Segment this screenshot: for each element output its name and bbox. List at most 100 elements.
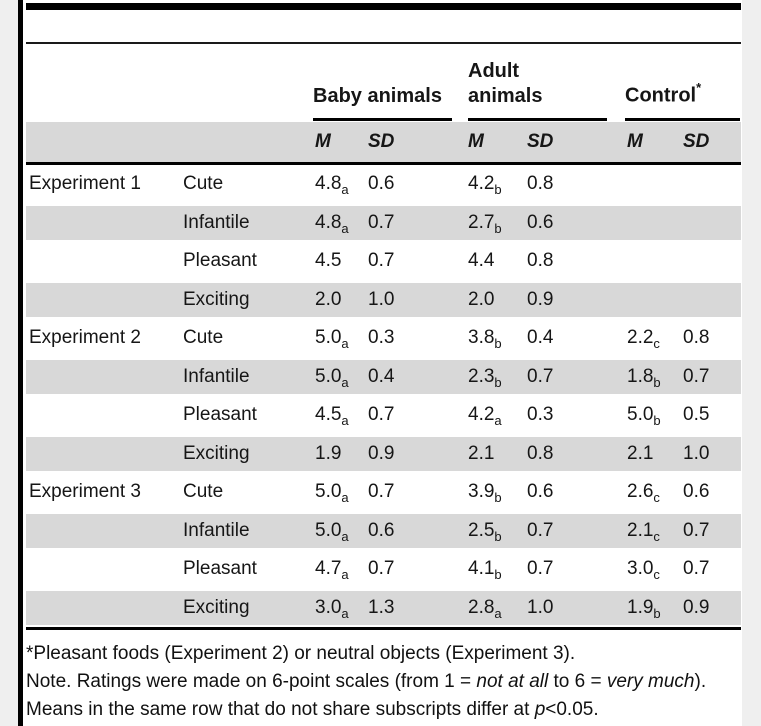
baby-mean: 3.0a (315, 596, 368, 621)
group-label: Control* (625, 77, 701, 109)
table-row: Experiment 3 Cute 5.0a 0.7 3.9b 0.6 2.6c… (26, 473, 741, 512)
mean-value: 1.9 (315, 442, 342, 464)
baby-mean-header: M (315, 131, 331, 152)
adult-sd: 0.8 (527, 173, 554, 195)
adult-sd: 0.7 (527, 519, 554, 541)
control-sd: 0.7 (683, 519, 710, 541)
table-row: Exciting 3.0a 1.3 2.8a 1.0 1.9b 0.9 (26, 588, 741, 627)
mean-value: 2.6 (627, 481, 654, 503)
adult-sd: 0.3 (527, 404, 554, 426)
category-label: Infantile (183, 211, 250, 233)
control-mean: 2.6c (627, 481, 683, 504)
adult-mean-header: M (468, 131, 484, 152)
mean-value: 4.2 (468, 173, 495, 195)
mean-value: 4.7 (315, 558, 342, 580)
mean-value: 4.5 (315, 250, 342, 272)
adult-mean: 3.8b (468, 327, 527, 350)
mean-value: 2.0 (315, 288, 342, 310)
sig-text: Means in the same row that do not share … (26, 699, 535, 720)
baby-sd: 0.4 (368, 365, 395, 387)
control-sd: 0.7 (683, 365, 710, 387)
group-header-spacer (26, 44, 313, 121)
baby-sd-header: SD (368, 131, 395, 152)
baby-mean: 5.0a (315, 327, 368, 350)
note-text: ). (694, 671, 707, 692)
adult-sd: 0.7 (527, 558, 554, 580)
adult-mean: 2.7b (468, 211, 527, 235)
mean-value: 2.5 (468, 519, 495, 541)
table-row: Pleasant 4.5a 0.7 4.2a 0.3 5.0b 0.5 (26, 396, 741, 435)
mean-subscript: a (494, 413, 502, 429)
adult-mean: 4.1b (468, 558, 527, 581)
category-label: Exciting (183, 596, 250, 618)
mean-value: 2.0 (468, 288, 495, 310)
control-mean: 2.2c (627, 327, 683, 350)
mean-subscript: a (341, 567, 349, 583)
mean-value: 2.2 (627, 327, 654, 349)
group-header-adult-animals: Adult animals (468, 44, 607, 121)
table-row: Infantile 4.8a 0.7 2.7b 0.6 (26, 203, 741, 242)
group-header-control: Control* (625, 44, 740, 121)
mean-value: 3.0 (627, 558, 654, 580)
mean-value: 4.5 (315, 404, 342, 426)
adult-sd: 0.4 (527, 327, 554, 349)
mean-subscript: a (341, 182, 349, 198)
mean-subscript: b (653, 605, 661, 621)
baby-sd: 0.6 (368, 173, 395, 195)
adult-mean: 2.0 (468, 289, 527, 311)
mean-value: 5.0 (315, 519, 342, 541)
footnote-rating-scale-note: Note. Ratings were made on 6-point scale… (26, 668, 756, 696)
mean-subscript: b (494, 182, 502, 198)
table-row: Experiment 2 Cute 5.0a 0.3 3.8b 0.4 2.2c… (26, 319, 741, 358)
mean-subscript: c (653, 528, 660, 544)
baby-mean: 4.5a (315, 404, 368, 427)
mean-subscript: b (494, 490, 502, 506)
footnote-asterisk-marker: * (696, 80, 702, 96)
mean-value: 2.7 (468, 211, 495, 233)
category-label: Infantile (183, 365, 250, 387)
adult-mean: 4.2a (468, 404, 527, 429)
baby-mean: 4.7a (315, 558, 368, 583)
table-row: Pleasant 4.5 0.7 4.4 0.8 (26, 242, 741, 281)
mean-value: 2.1 (468, 442, 495, 464)
baby-mean: 1.9 (315, 443, 368, 465)
category-label: Exciting (183, 442, 250, 464)
mean-value: 2.1 (627, 442, 654, 464)
mean-value: 5.0 (627, 404, 654, 426)
control-mean: 5.0b (627, 404, 683, 427)
control-sd: 0.9 (683, 596, 710, 618)
adult-mean: 4.4 (468, 250, 527, 272)
adult-sd: 0.6 (527, 211, 554, 233)
mean-subscript: b (494, 528, 502, 544)
mean-value: 1.8 (627, 365, 654, 387)
mean-subscript: a (341, 490, 349, 506)
mean-value: 3.0 (315, 596, 342, 618)
category-label: Pleasant (183, 250, 257, 272)
experiment-label: Experiment 2 (29, 327, 141, 349)
group-header-row: Baby animals Adult animals Control* (26, 44, 741, 121)
category-label: Exciting (183, 288, 250, 310)
category-label: Cute (183, 327, 224, 349)
adult-sd: 0.8 (527, 250, 554, 272)
mean-subscript: c (653, 567, 660, 583)
baby-mean: 5.0a (315, 366, 368, 389)
baby-mean: 2.0 (315, 289, 368, 311)
category-label: Cute (183, 173, 224, 195)
baby-sd: 0.7 (368, 481, 395, 503)
baby-sd: 0.7 (368, 250, 395, 272)
mean-value: 4.1 (468, 558, 495, 580)
category-label: Cute (183, 481, 224, 503)
baby-sd: 0.7 (368, 404, 395, 426)
group-label: Adult animals (468, 60, 543, 107)
control-mean: 1.8b (627, 365, 683, 389)
adult-sd: 0.8 (527, 442, 554, 464)
baby-mean: 5.0a (315, 519, 368, 543)
control-sd: 0.8 (683, 327, 710, 349)
table-row: Exciting 2.0 1.0 2.0 0.9 (26, 280, 741, 319)
experiment-label: Experiment 3 (29, 481, 141, 503)
mean-subscript: a (341, 605, 349, 621)
adult-mean: 2.8a (468, 597, 527, 620)
experiment-label: Experiment 1 (29, 173, 141, 195)
baby-sd: 0.7 (368, 211, 395, 233)
